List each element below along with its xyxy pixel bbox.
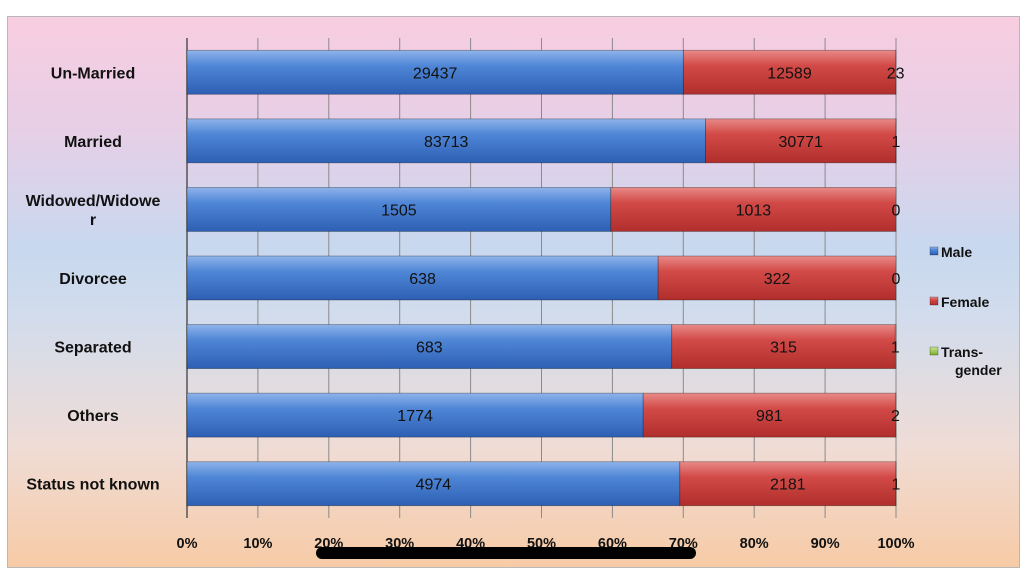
scroll-indicator[interactable] [316,547,696,559]
legend-label: Male [941,244,972,260]
data-label: 2 [891,408,900,425]
data-label: 0 [892,202,901,219]
bar-male-6 [186,461,681,507]
bar-male-0 [186,49,684,95]
data-label: 2181 [770,477,806,494]
x-tick-label: 0% [177,536,198,552]
bar-female-1 [705,118,897,164]
data-label: 315 [770,340,797,357]
bar-female-6 [679,461,897,507]
bar-male-3 [186,255,659,301]
data-label: 683 [416,340,443,357]
bars [186,49,897,507]
bar-male-1 [186,118,706,164]
x-tick-label: 80% [740,536,769,552]
data-label: 981 [756,408,783,425]
bar-female-0 [682,49,897,95]
data-label: 12589 [767,65,812,82]
category-label: Others [67,408,119,425]
bar-female-5 [642,392,896,438]
category-label: Separated [54,340,131,357]
bar-female-2 [610,187,897,232]
legend-swatch [929,296,939,306]
x-tick-label: 90% [811,536,840,552]
bar-trans-gender-5 [895,392,897,438]
x-tick-label: 100% [877,536,914,552]
labels: 0% 10% 20% 30% 40% 50% 60% 70% 80% 90% 100%29437 12… [26,65,915,552]
x-tick-label: 10% [243,536,272,552]
bar-female-3 [657,255,897,301]
category-label: Un-Married [51,65,135,82]
data-label: 0 [892,271,901,288]
legend: Male Female Trans-gender [929,244,1002,378]
data-label: 1774 [397,408,433,425]
category-label: Married [64,134,122,151]
category-label: Widowed/Widowe r [26,193,161,229]
data-label: 1 [892,134,901,151]
bar-female-4 [671,324,896,369]
data-label: 30771 [778,134,823,151]
legend-swatch [929,346,939,356]
bar-male-4 [186,324,673,369]
data-label: 1013 [736,202,772,219]
data-label: 1505 [381,202,417,219]
bar-trans-gender-4 [894,324,897,369]
data-label: 1 [891,340,900,357]
bar-male-2 [186,187,612,232]
data-label: 83713 [424,134,469,151]
legend-label: Trans-gender [941,344,1002,378]
legend-label: Female [941,294,989,310]
data-label: 23 [887,65,905,82]
data-label: 29437 [413,65,458,82]
data-label: 638 [409,271,436,288]
category-label: Divorcee [59,271,127,288]
data-label: 4974 [416,477,452,494]
data-label: 322 [764,271,791,288]
category-label: Status not known [26,477,159,494]
data-label: 1 [891,477,900,494]
legend-swatch [929,246,939,256]
